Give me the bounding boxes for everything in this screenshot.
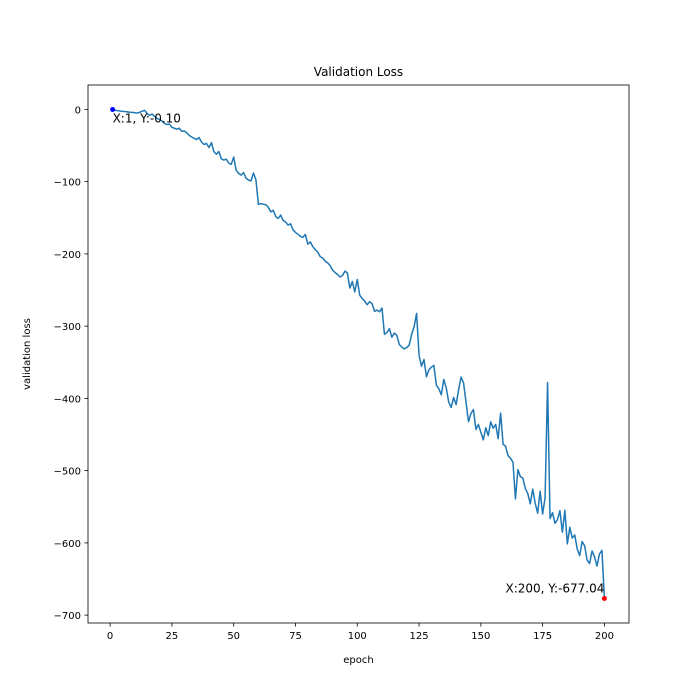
annotation-point bbox=[110, 106, 116, 112]
x-tick-label: 25 bbox=[166, 631, 179, 642]
y-tick-label: −400 bbox=[54, 394, 81, 405]
y-tick-label: −300 bbox=[54, 322, 81, 333]
annotation-point bbox=[601, 596, 607, 602]
data-line bbox=[112, 108, 606, 599]
chart-title: Validation Loss bbox=[314, 65, 403, 79]
x-tick-label: 100 bbox=[348, 631, 367, 642]
x-axis-label: epoch bbox=[343, 655, 373, 666]
x-tick-label: 125 bbox=[410, 631, 429, 642]
x-tick-label: 0 bbox=[107, 631, 113, 642]
y-tick-label: −600 bbox=[54, 539, 81, 550]
y-tick-label: −100 bbox=[54, 178, 81, 189]
annotation-label: X:200, Y:-677.04 bbox=[506, 582, 605, 596]
x-tick-label: 200 bbox=[595, 631, 614, 642]
annotation-label: X:1, Y:-0.10 bbox=[113, 111, 181, 125]
y-tick-label: −700 bbox=[54, 611, 81, 622]
plot-frame bbox=[87, 84, 630, 624]
x-tick-label: 75 bbox=[289, 631, 302, 642]
y-axis-label: validation loss bbox=[22, 318, 33, 390]
x-tick-label: 150 bbox=[471, 631, 490, 642]
y-tick-label: −500 bbox=[54, 467, 81, 478]
y-tick-label: −200 bbox=[54, 250, 81, 261]
x-tick-label: 50 bbox=[227, 631, 240, 642]
y-tick-label: 0 bbox=[75, 105, 81, 116]
x-tick-label: 175 bbox=[533, 631, 552, 642]
